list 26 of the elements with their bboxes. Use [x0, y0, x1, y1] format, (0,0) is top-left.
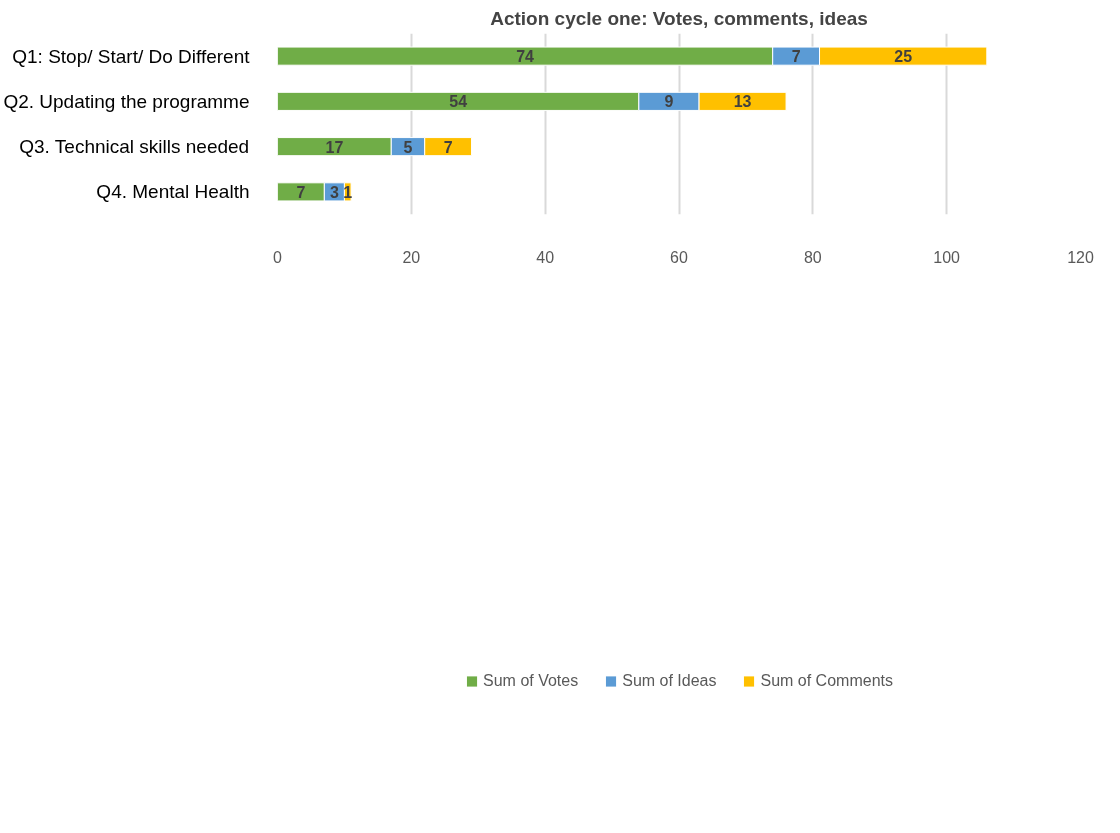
data-label: 7 [296, 183, 306, 201]
data-label: 54 [449, 93, 468, 111]
data-label: 13 [733, 93, 752, 111]
data-label: 25 [894, 48, 913, 66]
x-tick-label: 40 [536, 248, 555, 266]
x-tick-label: 20 [402, 248, 421, 266]
x-tick-label: 100 [933, 248, 961, 266]
x-tick-label: 80 [803, 248, 822, 266]
data-label: 74 [516, 48, 535, 66]
data-label: 7 [791, 48, 801, 66]
y-tick-label: Q1: Stop/ Start/ Do Different [12, 45, 251, 67]
legend-label: Sum of Ideas [622, 671, 717, 690]
y-tick-label: Q4. Mental Health [96, 181, 250, 203]
y-tick-label: Q3. Technical skills needed [19, 136, 250, 158]
x-tick-label: 120 [1067, 248, 1094, 266]
x-tick-label: 0 [273, 248, 283, 266]
data-label: 3 [329, 183, 339, 201]
data-label: 7 [443, 138, 453, 156]
chart-title: Action cycle one: Votes, comments, ideas [490, 7, 868, 29]
data-label: 17 [325, 138, 344, 156]
data-label: 5 [403, 138, 413, 156]
legend-label: Sum of Votes [483, 671, 579, 690]
x-tick-label: 60 [670, 248, 688, 266]
y-tick-label: Q2. Updating the programme [3, 90, 250, 112]
legend-label: Sum of Comments [760, 671, 893, 690]
data-label: 9 [664, 93, 674, 111]
